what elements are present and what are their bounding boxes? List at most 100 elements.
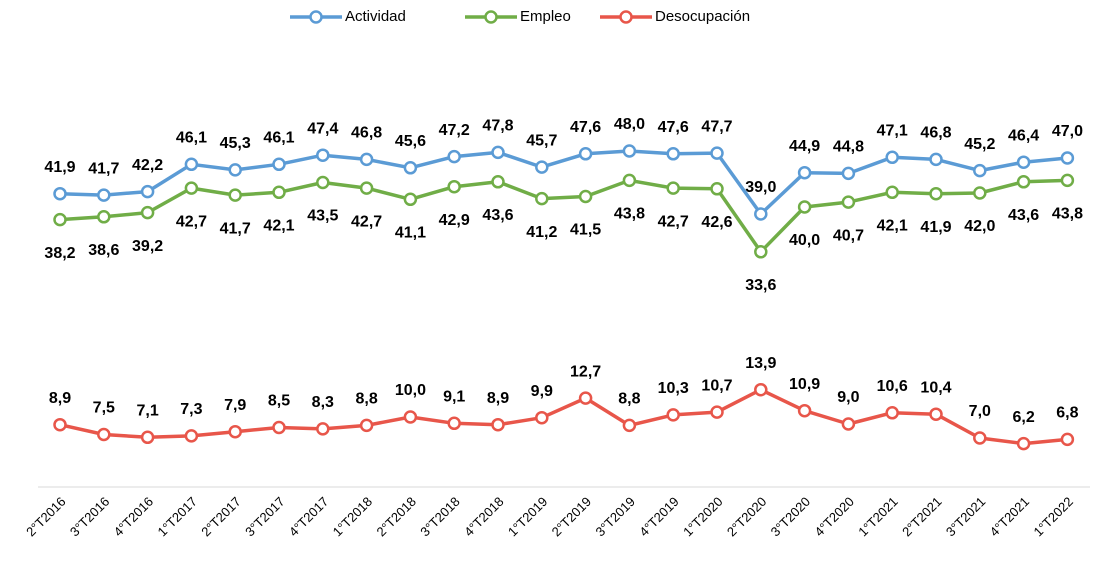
data-label: 42,7 (351, 213, 382, 230)
data-label: 9,9 (531, 383, 553, 400)
data-label: 42,7 (658, 213, 689, 230)
point (973, 186, 987, 200)
series-line (59, 387, 1068, 446)
x-tick-label: 2°T2020 (724, 494, 769, 539)
point (184, 181, 199, 195)
data-label: 7,9 (224, 397, 246, 414)
data-label: 45,2 (964, 136, 995, 153)
point (666, 181, 680, 195)
data-label: 10,0 (395, 382, 426, 399)
series-line (59, 178, 1068, 254)
data-label: 42,7 (176, 213, 207, 230)
point (885, 185, 899, 200)
legend-marker (309, 10, 323, 24)
point (885, 406, 899, 420)
data-label: 9,0 (837, 389, 859, 406)
data-label: 42,1 (263, 218, 294, 235)
point (666, 408, 680, 422)
x-tick-label: 1°T2019 (505, 494, 550, 539)
x-tick-label: 2°T2016 (23, 494, 68, 539)
x-tick-label: 3°T2019 (592, 494, 637, 539)
data-label: 41,7 (88, 160, 119, 177)
x-tick-label: 4°T2017 (286, 494, 331, 539)
point (447, 149, 461, 164)
data-label: 12,7 (570, 363, 601, 380)
x-tick-label: 2°T2018 (373, 494, 418, 539)
data-label: 45,6 (395, 133, 426, 150)
data-label: 45,3 (220, 135, 251, 152)
point (929, 186, 943, 201)
point (272, 185, 286, 200)
data-label: 41,5 (570, 222, 601, 239)
point (228, 424, 242, 439)
point (491, 417, 505, 432)
data-label: 10,4 (920, 379, 951, 396)
point (491, 175, 505, 189)
data-label: 40,0 (789, 232, 820, 249)
data-label: 8,8 (355, 391, 377, 408)
point (491, 145, 505, 160)
data-label: 10,3 (658, 380, 689, 397)
data-label: 42,2 (132, 157, 163, 174)
point (228, 188, 242, 202)
point (53, 186, 67, 201)
point (622, 418, 637, 433)
point (710, 405, 724, 419)
data-label: 47,6 (570, 119, 601, 136)
point (140, 205, 155, 220)
x-tick-label: 4°T2016 (111, 494, 156, 539)
data-label: 47,7 (701, 118, 732, 135)
x-tick-label: 2°T2017 (198, 494, 243, 539)
x-tick-label: 4°T2021 (987, 494, 1032, 539)
x-tick-label: 3°T2017 (242, 494, 287, 539)
x-tick-label: 4°T2019 (636, 494, 681, 539)
point (316, 422, 330, 436)
data-label: 10,6 (877, 378, 908, 395)
data-label: 8,9 (487, 390, 509, 407)
data-label: 8,3 (312, 394, 334, 411)
data-label: 45,7 (526, 132, 557, 149)
data-label: 42,9 (439, 212, 470, 229)
point (403, 161, 418, 175)
point (184, 157, 199, 172)
point (797, 200, 812, 214)
x-tick-label: 1°T2021 (855, 494, 900, 539)
data-label: 46,1 (176, 130, 207, 147)
point (228, 163, 242, 177)
point (97, 210, 111, 224)
point (578, 391, 593, 405)
data-label: 42,1 (877, 218, 908, 235)
data-label: 41,1 (395, 225, 426, 242)
point (754, 207, 768, 221)
data-label: 43,6 (482, 207, 513, 224)
point (184, 429, 199, 443)
data-label: 33,6 (745, 277, 776, 294)
data-label: 8,9 (49, 390, 71, 407)
x-tick-label: 1°T2017 (154, 494, 199, 539)
point (1060, 151, 1075, 165)
point (973, 163, 987, 178)
x-tick-label: 1°T2020 (680, 494, 725, 539)
data-label: 46,4 (1008, 127, 1039, 144)
x-tick-label: 3°T2020 (768, 494, 813, 539)
x-tick-label: 1°T2022 (1030, 494, 1075, 539)
legend-marker (484, 10, 498, 24)
point (447, 416, 461, 431)
point (1016, 175, 1031, 189)
data-label: 42,6 (701, 214, 732, 231)
data-label: 46,8 (351, 125, 382, 142)
data-label: 7,3 (180, 401, 202, 418)
data-label: 8,8 (618, 391, 640, 408)
point (535, 191, 549, 206)
data-label: 46,8 (920, 125, 951, 142)
data-label: 40,7 (833, 227, 864, 244)
data-label: 41,9 (44, 159, 75, 176)
x-tick-label: 1°T2018 (330, 494, 375, 539)
legend-label: Empleo (520, 8, 571, 25)
x-tick-label: 4°T2018 (461, 494, 506, 539)
x-tick-label: 2°T2021 (899, 494, 944, 539)
point (841, 166, 856, 181)
legend-label: Actividad (345, 8, 406, 25)
point (1016, 436, 1031, 451)
